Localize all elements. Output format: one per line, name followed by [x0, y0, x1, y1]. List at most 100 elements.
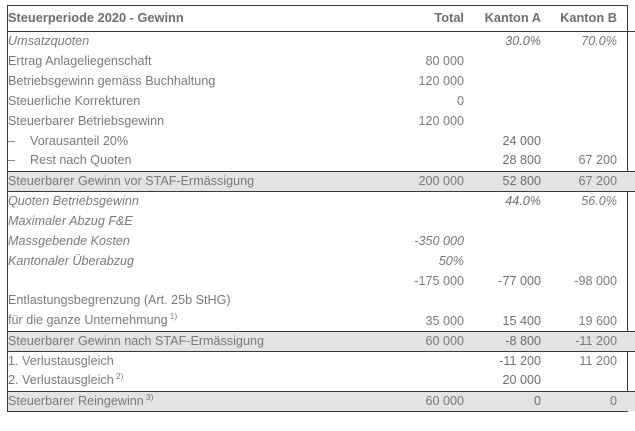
- footnote-marker-2: 2): [115, 371, 124, 382]
- row-kanton-b-quoten-betriebsgewinn: 56.0%: [581, 193, 617, 208]
- row-kanton-c-massgebende-kosten: [617, 231, 635, 251]
- row-label-steuerliche-korrekturen: Steuerliche Korrekturen: [8, 93, 141, 108]
- row-total-rest-nach-quoten: [387, 151, 464, 171]
- row-kanton-c-vorausanteil: [617, 131, 635, 151]
- row-kanton-a-quoten-betriebsgewinn: 44.0%: [505, 193, 541, 208]
- row-total-entlastungsbegrenzung: 35 000: [425, 313, 464, 328]
- list-dash: –: [8, 133, 16, 148]
- row-kanton-b-gewinn-vor-staf: 67 200: [541, 170, 617, 192]
- row-kanton-c-abzug-total: [617, 271, 635, 291]
- table-row: Ertrag Anlageliegenschaft 80 000 80 000: [8, 51, 635, 71]
- table-row: Quoten Betriebsgewinn 44.0% 56.0%: [8, 191, 635, 211]
- row-label-verlustausgleich-2: 2. Verlustausgleich 2): [8, 371, 387, 392]
- row-total-kantonaler-ueberabzug: 50%: [438, 253, 464, 268]
- row-total-steuerliche-korrekturen: 0: [456, 93, 464, 108]
- header-total: Total: [434, 9, 464, 25]
- table-row: Massgebende Kosten -350 000: [8, 231, 635, 251]
- row-label-quoten-betriebsgewinn: Quoten Betriebsgewinn: [8, 193, 139, 208]
- row-kanton-b-verlustausgleich-2: [541, 371, 617, 392]
- row-total-abzug-total: -175 000: [414, 273, 464, 288]
- header-kanton-c: Kanton C: [617, 6, 635, 31]
- row-label-ertrag-anlageliegenschaft: Ertrag Anlageliegenschaft: [8, 53, 152, 68]
- table-row-entlastungsbegrenzung: Entlastungsbegrenzung (Art. 25b StHG) fü…: [8, 291, 635, 331]
- row-total-steuerbarer-betriebsgewinn: 120 000: [418, 113, 464, 128]
- row-kanton-a-steuerbarer-betriebsgewinn: [464, 111, 541, 131]
- row-label-massgebende-kosten: Massgebende Kosten: [8, 233, 130, 248]
- row-kanton-c-ertrag-anlageliegenschaft: 80 000: [617, 51, 635, 71]
- row-total-steuerbarer-reingewinn: 60 000: [387, 391, 464, 411]
- list-dash: –: [8, 153, 16, 168]
- row-label-vorausanteil-text: Vorausanteil 20%: [30, 133, 129, 148]
- row-kanton-b-umsatzquoten: 70.0%: [581, 33, 617, 48]
- row-label-kantonaler-ueberabzug: Kantonaler Überabzug: [8, 253, 135, 268]
- row-kanton-b-betriebsgewinn-buchhaltung: [541, 71, 617, 91]
- row-label-steuerbarer-reingewinn: Steuerbarer Reingewinn 3): [8, 391, 387, 411]
- row-kanton-c-steuerbarer-reingewinn: 60 000: [617, 391, 635, 411]
- row-label-gewinn-vor-staf: Steuerbarer Gewinn vor STAF-Ermässigung: [8, 170, 387, 192]
- table-row: Steuerbarer Betriebsgewinn 120 000: [8, 111, 635, 131]
- header-kanton-b: Kanton B: [560, 9, 617, 25]
- row-kanton-b-ertrag-anlageliegenschaft: [541, 51, 617, 71]
- row-kanton-c-gewinn-nach-staf: 80 000: [617, 330, 635, 352]
- row-label-betriebsgewinn-buchhaltung: Betriebsgewinn gemäss Buchhaltung: [8, 73, 216, 88]
- table-row: Kantonaler Überabzug 50%: [8, 251, 635, 271]
- row-kanton-a-steuerliche-korrekturen: [464, 91, 541, 111]
- row-kanton-b-abzug-total: -98 000: [574, 273, 617, 288]
- footnote-marker-3: 3): [145, 391, 154, 402]
- header-title: Steuerperiode 2020 - Gewinn: [8, 9, 184, 25]
- row-kanton-c-steuerliche-korrekturen: [617, 91, 635, 111]
- row-kanton-b-verlustausgleich-1: 11 200: [579, 353, 617, 368]
- row-total-maximaler-abzug-fe: [387, 211, 464, 231]
- row-total-massgebende-kosten: -350 000: [414, 233, 464, 248]
- row-kanton-b-maximaler-abzug-fe: [541, 211, 617, 231]
- row-kanton-b-steuerliche-korrekturen: [541, 91, 617, 111]
- row-kanton-c-entlastungsbegrenzung: [617, 291, 635, 331]
- row-kanton-a-rest-nach-quoten: 28 800: [502, 153, 541, 168]
- row-kanton-c-umsatzquoten: [617, 31, 635, 51]
- row-label-vorausanteil: – Vorausanteil 20%: [8, 131, 387, 151]
- row-kanton-b-kantonaler-ueberabzug: [541, 251, 617, 271]
- row-kanton-a-betriebsgewinn-buchhaltung: [464, 71, 541, 91]
- row-label-umsatzquoten: Umsatzquoten: [8, 33, 90, 48]
- row-kanton-b-steuerbarer-reingewinn: 0: [541, 391, 617, 411]
- row-label-maximaler-abzug-fe: Maximaler Abzug F&E: [8, 213, 133, 228]
- row-kanton-b-rest-nach-quoten: 67 200: [578, 153, 617, 168]
- table-row: Maximaler Abzug F&E: [8, 211, 635, 231]
- row-kanton-c-verlustausgleich-1: [617, 351, 635, 371]
- row-total-gewinn-nach-staf: 60 000: [387, 330, 464, 352]
- row-total-betriebsgewinn-buchhaltung: 120 000: [418, 73, 464, 88]
- row-kanton-c-steuerbarer-betriebsgewinn: [617, 111, 635, 131]
- row-label-entlastungsbegrenzung: Entlastungsbegrenzung (Art. 25b StHG) fü…: [8, 291, 387, 331]
- row-kanton-c-betriebsgewinn-buchhaltung: [617, 71, 635, 91]
- tax-allocation-table: Steuerperiode 2020 - Gewinn Total Kanton…: [7, 5, 635, 412]
- row-kanton-a-gewinn-vor-staf: 52 800: [464, 170, 541, 192]
- table-header-row: Steuerperiode 2020 - Gewinn Total Kanton…: [8, 6, 635, 31]
- row-kanton-a-massgebende-kosten: [464, 231, 541, 251]
- row-kanton-a-entlastungsbegrenzung: 15 400: [502, 313, 541, 328]
- row-kanton-a-steuerbarer-reingewinn: 0: [464, 391, 541, 411]
- row-label-gewinn-nach-staf: Steuerbarer Gewinn nach STAF-Ermässigung: [8, 330, 387, 352]
- row-kanton-b-vorausanteil: [541, 131, 617, 151]
- row-kanton-a-verlustausgleich-1: -11 200: [499, 353, 541, 368]
- row-kanton-a-ertrag-anlageliegenschaft: [464, 51, 541, 71]
- table-row-summary: Steuerbarer Gewinn vor STAF-Ermässigung …: [8, 170, 635, 192]
- row-kanton-a-maximaler-abzug-fe: [464, 211, 541, 231]
- row-total-quoten-betriebsgewinn: [387, 191, 464, 211]
- row-label-entlastungsbegrenzung-line2: für die ganze Unternehmung 1): [8, 310, 178, 327]
- row-kanton-a-verlustausgleich-2: 20 000: [464, 371, 541, 392]
- table-row: – Vorausanteil 20% 24 000: [8, 131, 635, 151]
- row-kanton-a-abzug-total: -77 000: [498, 273, 541, 288]
- row-kanton-c-rest-nach-quoten: [617, 151, 635, 171]
- table-row: -175 000 -77 000 -98 000: [8, 271, 635, 291]
- row-total-gewinn-vor-staf: 200 000: [387, 170, 464, 192]
- header-kanton-a: Kanton A: [484, 9, 541, 25]
- row-total-vorausanteil: [387, 131, 464, 151]
- row-label-rest-nach-quoten: – Rest nach Quoten: [8, 151, 387, 171]
- row-kanton-c-maximaler-abzug-fe: [617, 211, 635, 231]
- row-kanton-a-umsatzquoten: 30.0%: [505, 33, 541, 48]
- row-kanton-a-gewinn-nach-staf: -8 800: [464, 330, 541, 352]
- row-total-verlustausgleich-2: [387, 371, 464, 392]
- row-total-ertrag-anlageliegenschaft: 80 000: [425, 53, 464, 68]
